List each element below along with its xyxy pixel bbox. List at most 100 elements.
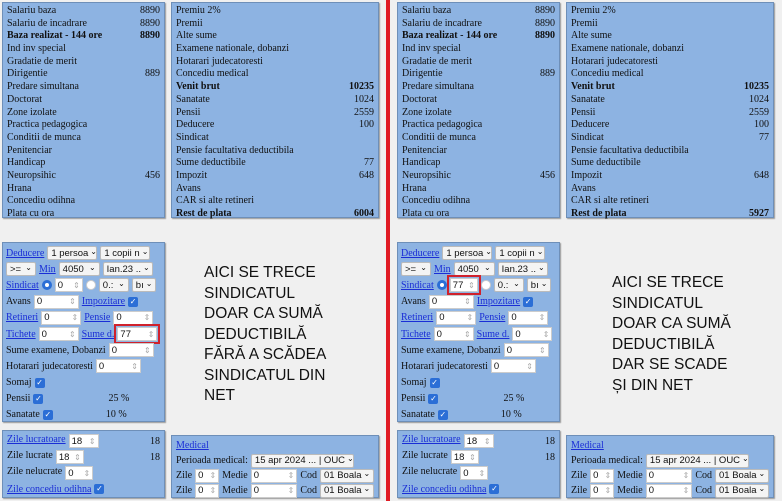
hotarari-input[interactable]: 0 bbox=[490, 359, 536, 374]
table-row: Conditii de munca bbox=[7, 132, 160, 145]
row-label: Deducere bbox=[571, 119, 610, 131]
cod-select[interactable]: 01 Boala bbox=[320, 468, 374, 483]
zile-concediu-link[interactable]: Zile concediu odihna bbox=[402, 483, 487, 495]
row-label: Examene nationale, dobanzi bbox=[571, 43, 685, 55]
min-link[interactable]: Min bbox=[39, 263, 56, 275]
row-label: Premiu 2% bbox=[176, 5, 221, 16]
pensie-input[interactable]: 0 bbox=[113, 310, 154, 325]
medie-input[interactable]: 0 bbox=[645, 483, 693, 498]
copii-select[interactable]: 1 copii n bbox=[495, 246, 546, 261]
pensii-checkbox[interactable]: ✓ bbox=[33, 393, 44, 404]
sindicat-link[interactable]: Sindicat bbox=[401, 279, 434, 291]
medical-link[interactable]: Medical bbox=[176, 440, 209, 451]
examene-value: 0 bbox=[111, 344, 117, 356]
cod-select[interactable]: 01 Boala bbox=[320, 483, 374, 498]
sindicat-amount-radio[interactable] bbox=[436, 280, 447, 291]
sindicat-amount-radio[interactable] bbox=[41, 280, 52, 291]
retineri-link[interactable]: Retineri bbox=[401, 312, 434, 324]
medie-input[interactable]: 0 bbox=[250, 483, 298, 498]
deducere-link[interactable]: Deducere bbox=[401, 247, 440, 259]
avans-input[interactable]: 0 bbox=[428, 294, 474, 309]
medie-input[interactable]: 0 bbox=[645, 468, 693, 483]
concediu-odihna-checkbox[interactable]: ✓ bbox=[489, 483, 500, 494]
pensie-link[interactable]: Pensie bbox=[84, 312, 111, 324]
operator-select[interactable]: >= bbox=[401, 262, 431, 277]
sume-deductibile-link[interactable]: Sume d. bbox=[81, 328, 115, 340]
sume-deductibile-link[interactable]: Sume d. bbox=[476, 328, 510, 340]
medical-zile-input[interactable]: 0 bbox=[195, 468, 220, 483]
deducere-link[interactable]: Deducere bbox=[6, 247, 45, 259]
row-value: 100 bbox=[754, 119, 769, 131]
table-row: Salariu de incadrare 8890 bbox=[402, 18, 555, 31]
zile-concediu-link[interactable]: Zile concediu odihna bbox=[7, 483, 92, 495]
copii-select[interactable]: 1 copii n bbox=[100, 246, 151, 261]
operator-select[interactable]: >= bbox=[6, 262, 36, 277]
zile-lucratoare-input[interactable]: 18 bbox=[463, 434, 494, 448]
zile-nelucrate-input[interactable]: 0 bbox=[460, 466, 489, 480]
concediu-odihna-checkbox[interactable]: ✓ bbox=[94, 483, 105, 494]
examene-input[interactable]: 0 bbox=[503, 343, 549, 358]
perioada-select[interactable]: 15 apr 2024 ... | OUC bbox=[250, 453, 354, 468]
sindicat-input[interactable]: 0 bbox=[54, 278, 83, 293]
sindicat-input[interactable]: 77 bbox=[446, 275, 481, 296]
retineri-link[interactable]: Retineri bbox=[6, 312, 39, 324]
zile-nelucrate-input[interactable]: 0 bbox=[65, 466, 94, 480]
zile-lucrate-input[interactable]: 18 bbox=[450, 450, 479, 464]
sanatate-checkbox[interactable]: ✓ bbox=[42, 409, 53, 420]
sindicat-percent-radio[interactable] bbox=[85, 280, 96, 291]
brut-select[interactable]: bı bbox=[131, 278, 156, 293]
percent-select[interactable]: 0.: bbox=[493, 278, 524, 293]
impozitare-link[interactable]: Impozitare bbox=[476, 296, 521, 308]
row-value: 1024 bbox=[354, 93, 374, 105]
percent-select[interactable]: 0.: bbox=[98, 278, 129, 293]
retineri-input[interactable]: 0 bbox=[436, 310, 477, 325]
tichete-link[interactable]: Tichete bbox=[401, 328, 431, 340]
cod-select[interactable]: 01 Boala bbox=[715, 468, 769, 483]
perioada-select[interactable]: 15 apr 2024 ... | OUC bbox=[645, 453, 749, 468]
brut-select[interactable]: bı bbox=[526, 278, 551, 293]
min-value-select[interactable]: 4050 bbox=[453, 262, 495, 277]
pensii-checkbox[interactable]: ✓ bbox=[428, 393, 439, 404]
zile-lucratoare-link[interactable]: Zile lucratoare bbox=[402, 434, 461, 445]
sanatate-checkbox[interactable]: ✓ bbox=[437, 409, 448, 420]
tichete-input[interactable]: 0 bbox=[38, 327, 79, 342]
somaj-checkbox[interactable]: ✓ bbox=[34, 377, 45, 388]
zile-lucratoare-link[interactable]: Zile lucratoare bbox=[7, 434, 66, 445]
medical-link[interactable]: Medical bbox=[571, 440, 604, 451]
tichete-link[interactable]: Tichete bbox=[6, 328, 36, 340]
medical-zile-input[interactable]: 0 bbox=[590, 483, 615, 498]
persoane-select[interactable]: 1 persoa bbox=[47, 246, 98, 261]
impozitare-link[interactable]: Impozitare bbox=[81, 296, 126, 308]
tichete-input[interactable]: 0 bbox=[433, 327, 474, 342]
avans-input[interactable]: 0 bbox=[33, 294, 79, 309]
somaj-checkbox[interactable]: ✓ bbox=[429, 377, 440, 388]
sindicat-percent-radio[interactable] bbox=[480, 280, 491, 291]
sindicat-link[interactable]: Sindicat bbox=[6, 279, 39, 291]
min-link[interactable]: Min bbox=[434, 263, 451, 275]
row-label: Zone izolate bbox=[402, 106, 452, 118]
zile-lucrate-input[interactable]: 18 bbox=[55, 450, 84, 464]
impozitare-checkbox[interactable]: ✓ bbox=[523, 296, 534, 307]
medie-input[interactable]: 0 bbox=[250, 468, 298, 483]
medie-label: Medie bbox=[222, 485, 248, 496]
retineri-input[interactable]: 0 bbox=[41, 310, 82, 325]
medical-zile-input[interactable]: 0 bbox=[590, 468, 615, 483]
row-value: 10235 bbox=[349, 81, 374, 93]
period-select[interactable]: Ian.23 .. bbox=[497, 262, 548, 277]
min-value-select[interactable]: 4050 bbox=[58, 262, 100, 277]
sume-deductibile-input[interactable]: 0 bbox=[512, 327, 553, 342]
hotarari-input[interactable]: 0 bbox=[95, 359, 141, 374]
income-table: Salariu baza 8890 Salariu de incadrare 8890… bbox=[397, 2, 560, 219]
table-row: Avans bbox=[571, 183, 769, 196]
cod-select[interactable]: 01 Boala bbox=[715, 483, 769, 498]
zile-lucratoare-input[interactable]: 18 bbox=[68, 434, 99, 448]
pensie-input[interactable]: 0 bbox=[508, 310, 549, 325]
medical-zile-input[interactable]: 0 bbox=[195, 483, 220, 498]
pensie-link[interactable]: Pensie bbox=[479, 312, 506, 324]
impozitare-checkbox[interactable]: ✓ bbox=[128, 296, 139, 307]
period-select[interactable]: Ian.23 .. bbox=[102, 262, 153, 277]
examene-input[interactable]: 0 bbox=[108, 343, 154, 358]
sume-deductibile-input[interactable]: 77 bbox=[114, 324, 161, 345]
persoane-select[interactable]: 1 persoa bbox=[442, 246, 493, 261]
medie-value: 0 bbox=[253, 485, 259, 496]
